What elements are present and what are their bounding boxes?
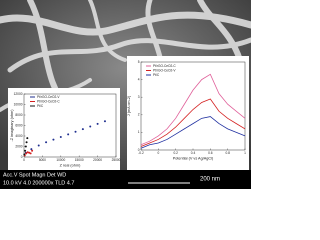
point (52, 138, 55, 141)
point (96, 122, 99, 125)
point (103, 120, 106, 123)
x-tick-label: 0 (23, 158, 25, 162)
x-tick-label: 0 (157, 151, 159, 155)
line (140, 73, 246, 146)
y-tick-label: 10000 (14, 102, 23, 106)
legend-label: Pt/C (153, 73, 160, 77)
graphic: Acc.V Spot Magn Det WD 10.0 kV 4.0 20000… (0, 0, 251, 189)
x-tick-label: 1 (244, 151, 246, 155)
legend-label: Pt/rGO-CeO2-C (37, 99, 60, 103)
legend-label: Pt/rGO-CeO2-V (153, 68, 176, 72)
y-tick-label: 4 (138, 77, 140, 81)
inset-right (127, 56, 249, 170)
x-tick-label: 5000 (39, 158, 46, 162)
line (140, 116, 246, 149)
y-axis-label: -Z imaginary (ohm) (10, 109, 14, 142)
y-tick-label: 4000 (15, 134, 22, 138)
x-tick-label: 25000 (112, 158, 121, 162)
scale-label: 200 nm (200, 177, 220, 183)
point (25, 141, 28, 144)
point (37, 144, 40, 147)
point (67, 133, 70, 136)
legend-label: Pt/C (37, 104, 44, 108)
y-tick-label: 2 (138, 113, 140, 117)
x-tick-label: 0.4 (191, 151, 196, 155)
x-tick-label: 10000 (56, 158, 65, 162)
point (24, 149, 27, 152)
sem-values: 10.0 kV 4.0 200000x TLD 4.7 (3, 180, 74, 186)
y-axis-label: J (mA cm-2) (127, 95, 131, 116)
x-tick-label: 20000 (93, 158, 102, 162)
sem-header: Acc.V Spot Magn Det WD (3, 172, 66, 178)
point (25, 152, 28, 155)
y-tick-label: 5 (138, 60, 140, 64)
point (31, 149, 34, 152)
point (29, 152, 32, 155)
sem-footer (0, 170, 251, 189)
point (30, 148, 33, 151)
point (81, 128, 84, 131)
y-tick-label: 12000 (14, 92, 23, 96)
legend-label: Pt/rGO-CeO2-C (153, 64, 176, 68)
point (45, 141, 48, 144)
x-axis-label: Potential (V vs Ag/AgCl) (173, 157, 214, 161)
point (23, 153, 26, 156)
y-tick-label: 6000 (15, 123, 22, 127)
legend-label: Pt/rGO-CeO2-V (37, 95, 60, 99)
x-tick-label: -0.2 (138, 151, 144, 155)
y-tick-label: 3 (138, 95, 140, 99)
y-tick-label: 0 (138, 148, 140, 152)
point (24, 145, 27, 148)
y-tick-label: 2000 (15, 144, 22, 148)
point (59, 136, 62, 139)
line (140, 98, 246, 147)
x-tick-label: 0.6 (208, 151, 213, 155)
y-tick-label: 8000 (15, 113, 22, 117)
point (74, 130, 77, 133)
x-tick-label: 15000 (75, 158, 84, 162)
x-tick-label: 0.8 (225, 151, 230, 155)
x-tick-label: 0.2 (173, 151, 178, 155)
point (26, 137, 29, 140)
point (89, 125, 92, 128)
x-axis-label: Z real (ohm) (60, 164, 81, 168)
y-tick-label: 1 (138, 130, 140, 134)
inset-left (8, 88, 120, 170)
y-tick-label: 0 (21, 155, 23, 159)
